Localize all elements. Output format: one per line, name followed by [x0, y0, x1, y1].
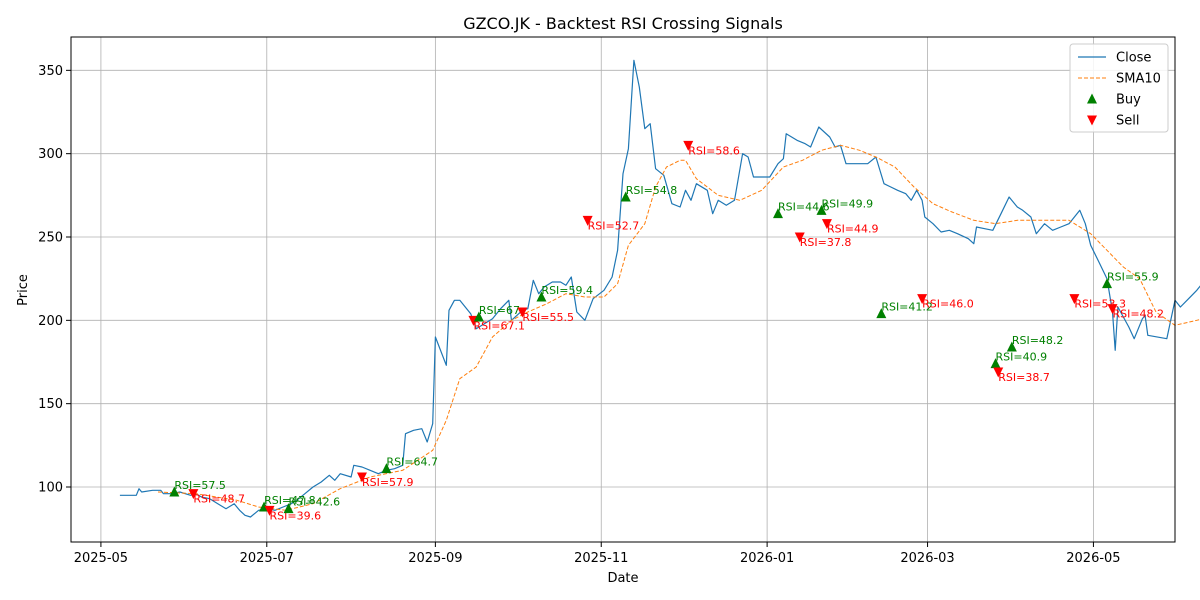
buy-marker	[876, 308, 887, 319]
y-tick-label: 300	[38, 147, 63, 162]
sell-marker	[582, 215, 593, 226]
grid-lines	[71, 37, 1175, 542]
sell-rsi-label: RSI=39.6	[270, 509, 322, 522]
x-tick-label: 2026-01	[740, 551, 794, 566]
sell-marker	[264, 505, 275, 516]
buy-rsi-label: RSI=59.4	[541, 284, 593, 297]
buy-rsi-label: RSI=42.6	[289, 496, 341, 509]
y-tick-label: 150	[38, 397, 63, 412]
legend-label: Buy	[1116, 93, 1141, 108]
buy-rsi-label: RSI=44.6	[778, 201, 830, 214]
sell-rsi-label: RSI=46.0	[922, 298, 974, 311]
buy-marker	[816, 204, 827, 215]
y-axis-ticks: 100 150 200 250 300 350	[38, 64, 71, 496]
close-price-line	[119, 59, 1200, 518]
sell-rsi-label: RSI=37.8	[800, 236, 852, 249]
sell-rsi-label: RSI=67.1	[473, 319, 525, 332]
plot-frame	[70, 36, 1176, 543]
sell-rsi-label: RSI=38.7	[998, 371, 1050, 384]
sell-rsi-label: RSI=52.7	[588, 219, 640, 232]
sell-rsi-label: RSI=48.7	[193, 493, 245, 506]
sell-marker	[356, 472, 367, 483]
buy-rsi-label: RSI=41.2	[881, 301, 933, 314]
plot-series	[119, 59, 1200, 518]
x-tick-label: 2026-05	[1066, 551, 1120, 566]
buy-rsi-label: RSI=57.5	[174, 479, 226, 492]
buy-marker	[283, 503, 294, 514]
y-axis-title: Price	[16, 274, 31, 306]
sell-rsi-label: RSI=44.9	[827, 223, 879, 236]
chart-title: GZCO.JK - Backtest RSI Crossing Signals	[463, 14, 783, 33]
buy-marker	[473, 311, 484, 322]
sell-rsi-label: RSI=48.2	[1112, 308, 1164, 321]
buy-marker	[990, 358, 1001, 369]
x-axis-ticks: 2025-05 2025-07 2025-09 2025-11 2026-01 2026-…	[74, 542, 1121, 566]
buy-marker	[536, 291, 547, 302]
legend-box	[1069, 43, 1169, 133]
buy-rsi-label: RSI=48.2	[1012, 334, 1064, 347]
buy-marker	[1102, 278, 1113, 289]
sell-rsi-label: RSI=57.9	[362, 476, 414, 489]
buy-marker	[620, 191, 631, 202]
sell-marker	[993, 367, 1004, 378]
sell-marker	[821, 219, 832, 230]
y-tick-label: 100	[38, 481, 63, 496]
buy-marker	[169, 486, 180, 497]
buy-rsi-label: RSI=47.8	[264, 494, 316, 507]
y-tick-label: 200	[38, 314, 63, 329]
buy-marker	[1006, 341, 1017, 352]
sell-marker	[1107, 304, 1118, 315]
legend-swatch-sell	[1087, 115, 1097, 126]
buy-rsi-label: RSI=67	[479, 304, 520, 317]
sell-marker	[794, 232, 805, 243]
legend-label: SMA10	[1116, 72, 1161, 87]
sell-marker	[188, 489, 199, 500]
sell-marker	[683, 140, 694, 151]
sell-marker	[517, 307, 528, 318]
buy-marker	[381, 463, 392, 474]
buy-rsi-label: RSI=40.9	[996, 351, 1048, 364]
legend-label: Sell	[1116, 114, 1139, 129]
legend: Close SMA10 Buy Sell	[1069, 43, 1169, 133]
sell-marker	[1069, 294, 1080, 305]
buy-marker	[772, 208, 783, 219]
x-tick-label: 2026-03	[900, 551, 954, 566]
sell-marker	[917, 294, 928, 305]
sell-rsi-label: RSI=58.6	[688, 144, 740, 157]
x-tick-label: 2025-11	[574, 551, 628, 566]
legend-swatch-buy	[1087, 93, 1097, 104]
x-tick-label: 2025-07	[240, 551, 294, 566]
y-tick-label: 250	[38, 231, 63, 246]
y-tick-label: 350	[38, 64, 63, 79]
x-tick-label: 2025-09	[408, 551, 462, 566]
buy-rsi-label: RSI=54.8	[626, 184, 678, 197]
sell-rsi-label: RSI=55.5	[522, 311, 574, 324]
sma10-line	[157, 144, 1200, 511]
buy-rsi-label: RSI=55.9	[1107, 271, 1159, 284]
legend-label: Close	[1116, 51, 1151, 66]
x-axis-title: Date	[607, 571, 638, 586]
buy-rsi-label: RSI=64.7	[386, 456, 438, 469]
x-tick-label: 2025-05	[74, 551, 128, 566]
buy-rsi-label: RSI=49.9	[822, 197, 874, 210]
